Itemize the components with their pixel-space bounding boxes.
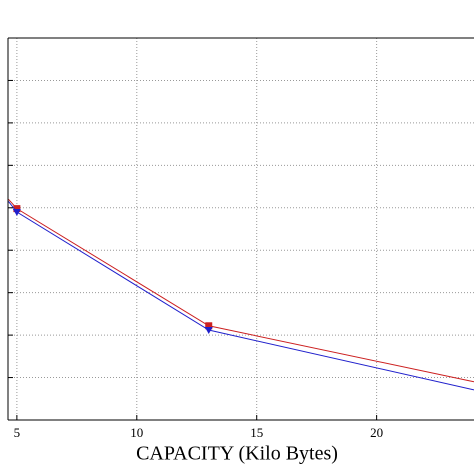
- x-axis-label: CAPACITY (Kilo Bytes): [136, 443, 338, 465]
- x-tick-label: 5: [14, 425, 21, 440]
- marker: [12, 209, 21, 217]
- x-tick-label: 10: [130, 425, 143, 440]
- series-line: [8, 198, 474, 383]
- plot-area: [8, 198, 474, 391]
- marker: [13, 205, 21, 213]
- x-tick-label: 15: [250, 425, 263, 440]
- marker: [204, 327, 213, 335]
- series-line: [8, 201, 474, 391]
- x-tick-label: 20: [370, 425, 383, 440]
- marker: [205, 322, 213, 330]
- grid: [8, 38, 474, 420]
